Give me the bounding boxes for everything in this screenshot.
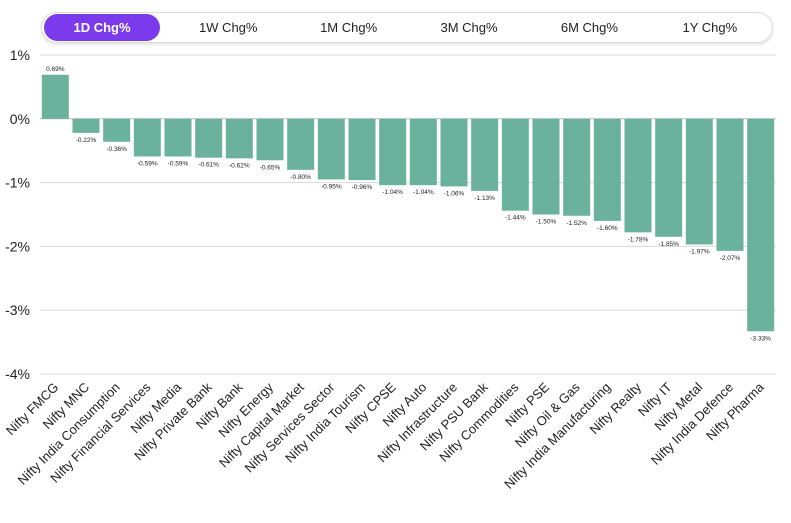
tab-1w-chg[interactable]: 1W Chg% bbox=[198, 20, 258, 35]
bar[interactable] bbox=[256, 118, 284, 161]
bar[interactable] bbox=[532, 118, 560, 215]
data-label: -0.62% bbox=[229, 162, 250, 169]
gridlines bbox=[40, 54, 776, 375]
data-label: 0.69% bbox=[46, 66, 65, 73]
bar[interactable] bbox=[593, 118, 621, 221]
bar[interactable] bbox=[103, 118, 131, 142]
bar[interactable] bbox=[409, 118, 437, 186]
data-label: -1.13% bbox=[474, 195, 495, 202]
data-label: -1.97% bbox=[689, 248, 710, 255]
period-tab-bar: 1D Chg% 1W Chg% 1M Chg% 3M Chg% 6M Chg% … bbox=[41, 12, 773, 43]
bar[interactable] bbox=[72, 118, 100, 133]
bar[interactable] bbox=[440, 118, 468, 187]
bar[interactable] bbox=[164, 118, 192, 157]
bar[interactable] bbox=[41, 74, 69, 119]
bar[interactable] bbox=[471, 118, 499, 191]
bar[interactable] bbox=[563, 118, 591, 216]
data-label: -0.59% bbox=[137, 160, 158, 167]
tab-1y-chg[interactable]: 1Y Chg% bbox=[682, 20, 738, 35]
data-label: -0.61% bbox=[198, 162, 219, 169]
bar[interactable] bbox=[195, 118, 223, 158]
y-tick-label: -1% bbox=[5, 175, 30, 191]
data-label: -1.52% bbox=[566, 220, 587, 227]
bar[interactable] bbox=[747, 118, 775, 332]
data-label: -0.95% bbox=[321, 183, 342, 190]
data-label: -0.80% bbox=[290, 174, 311, 181]
tab-1d-chg[interactable]: 1D Chg% bbox=[44, 14, 160, 41]
data-label: -1.44% bbox=[505, 215, 526, 222]
tab-6m-chg[interactable]: 6M Chg% bbox=[560, 20, 618, 35]
data-label: -0.96% bbox=[352, 184, 373, 191]
data-label: -1.85% bbox=[658, 241, 679, 248]
bar[interactable] bbox=[716, 118, 744, 251]
data-label: -3.33% bbox=[750, 335, 771, 342]
y-axis-ticks: 1% 0% -1% -2% -3% -4% bbox=[5, 47, 30, 382]
data-label: -1.60% bbox=[597, 225, 618, 232]
bar[interactable] bbox=[287, 118, 315, 170]
data-label: -1.04% bbox=[413, 189, 434, 196]
bar[interactable] bbox=[685, 118, 713, 245]
bars bbox=[41, 74, 775, 332]
tab-3m-chg[interactable]: 3M Chg% bbox=[440, 20, 498, 35]
bar[interactable] bbox=[379, 118, 407, 186]
bar[interactable] bbox=[133, 118, 161, 157]
data-label: -1.04% bbox=[382, 189, 403, 196]
bar[interactable] bbox=[348, 118, 376, 181]
y-tick-label: 1% bbox=[10, 47, 30, 63]
data-label: -0.22% bbox=[76, 137, 97, 144]
y-tick-label: -2% bbox=[5, 238, 30, 254]
data-label: -0.59% bbox=[168, 160, 189, 167]
y-tick-label: 0% bbox=[10, 111, 30, 127]
y-tick-label: -3% bbox=[5, 302, 30, 318]
data-label: -0.65% bbox=[260, 164, 281, 171]
bar[interactable] bbox=[501, 118, 529, 211]
data-label: -1.50% bbox=[536, 219, 557, 226]
bar[interactable] bbox=[655, 118, 683, 237]
data-label: -2.07% bbox=[720, 255, 741, 262]
data-labels: 0.69% -0.22% -0.36% -0.59% -0.59% -0.61% -0.62… bbox=[46, 66, 771, 342]
bar[interactable] bbox=[624, 118, 652, 233]
data-label: -1.06% bbox=[444, 190, 465, 197]
data-label: -0.36% bbox=[106, 146, 127, 153]
bar[interactable] bbox=[317, 118, 345, 180]
data-label: -1.78% bbox=[628, 236, 649, 243]
bar[interactable] bbox=[225, 118, 253, 159]
y-tick-label: -4% bbox=[5, 366, 30, 382]
tab-1m-chg[interactable]: 1M Chg% bbox=[320, 20, 378, 35]
